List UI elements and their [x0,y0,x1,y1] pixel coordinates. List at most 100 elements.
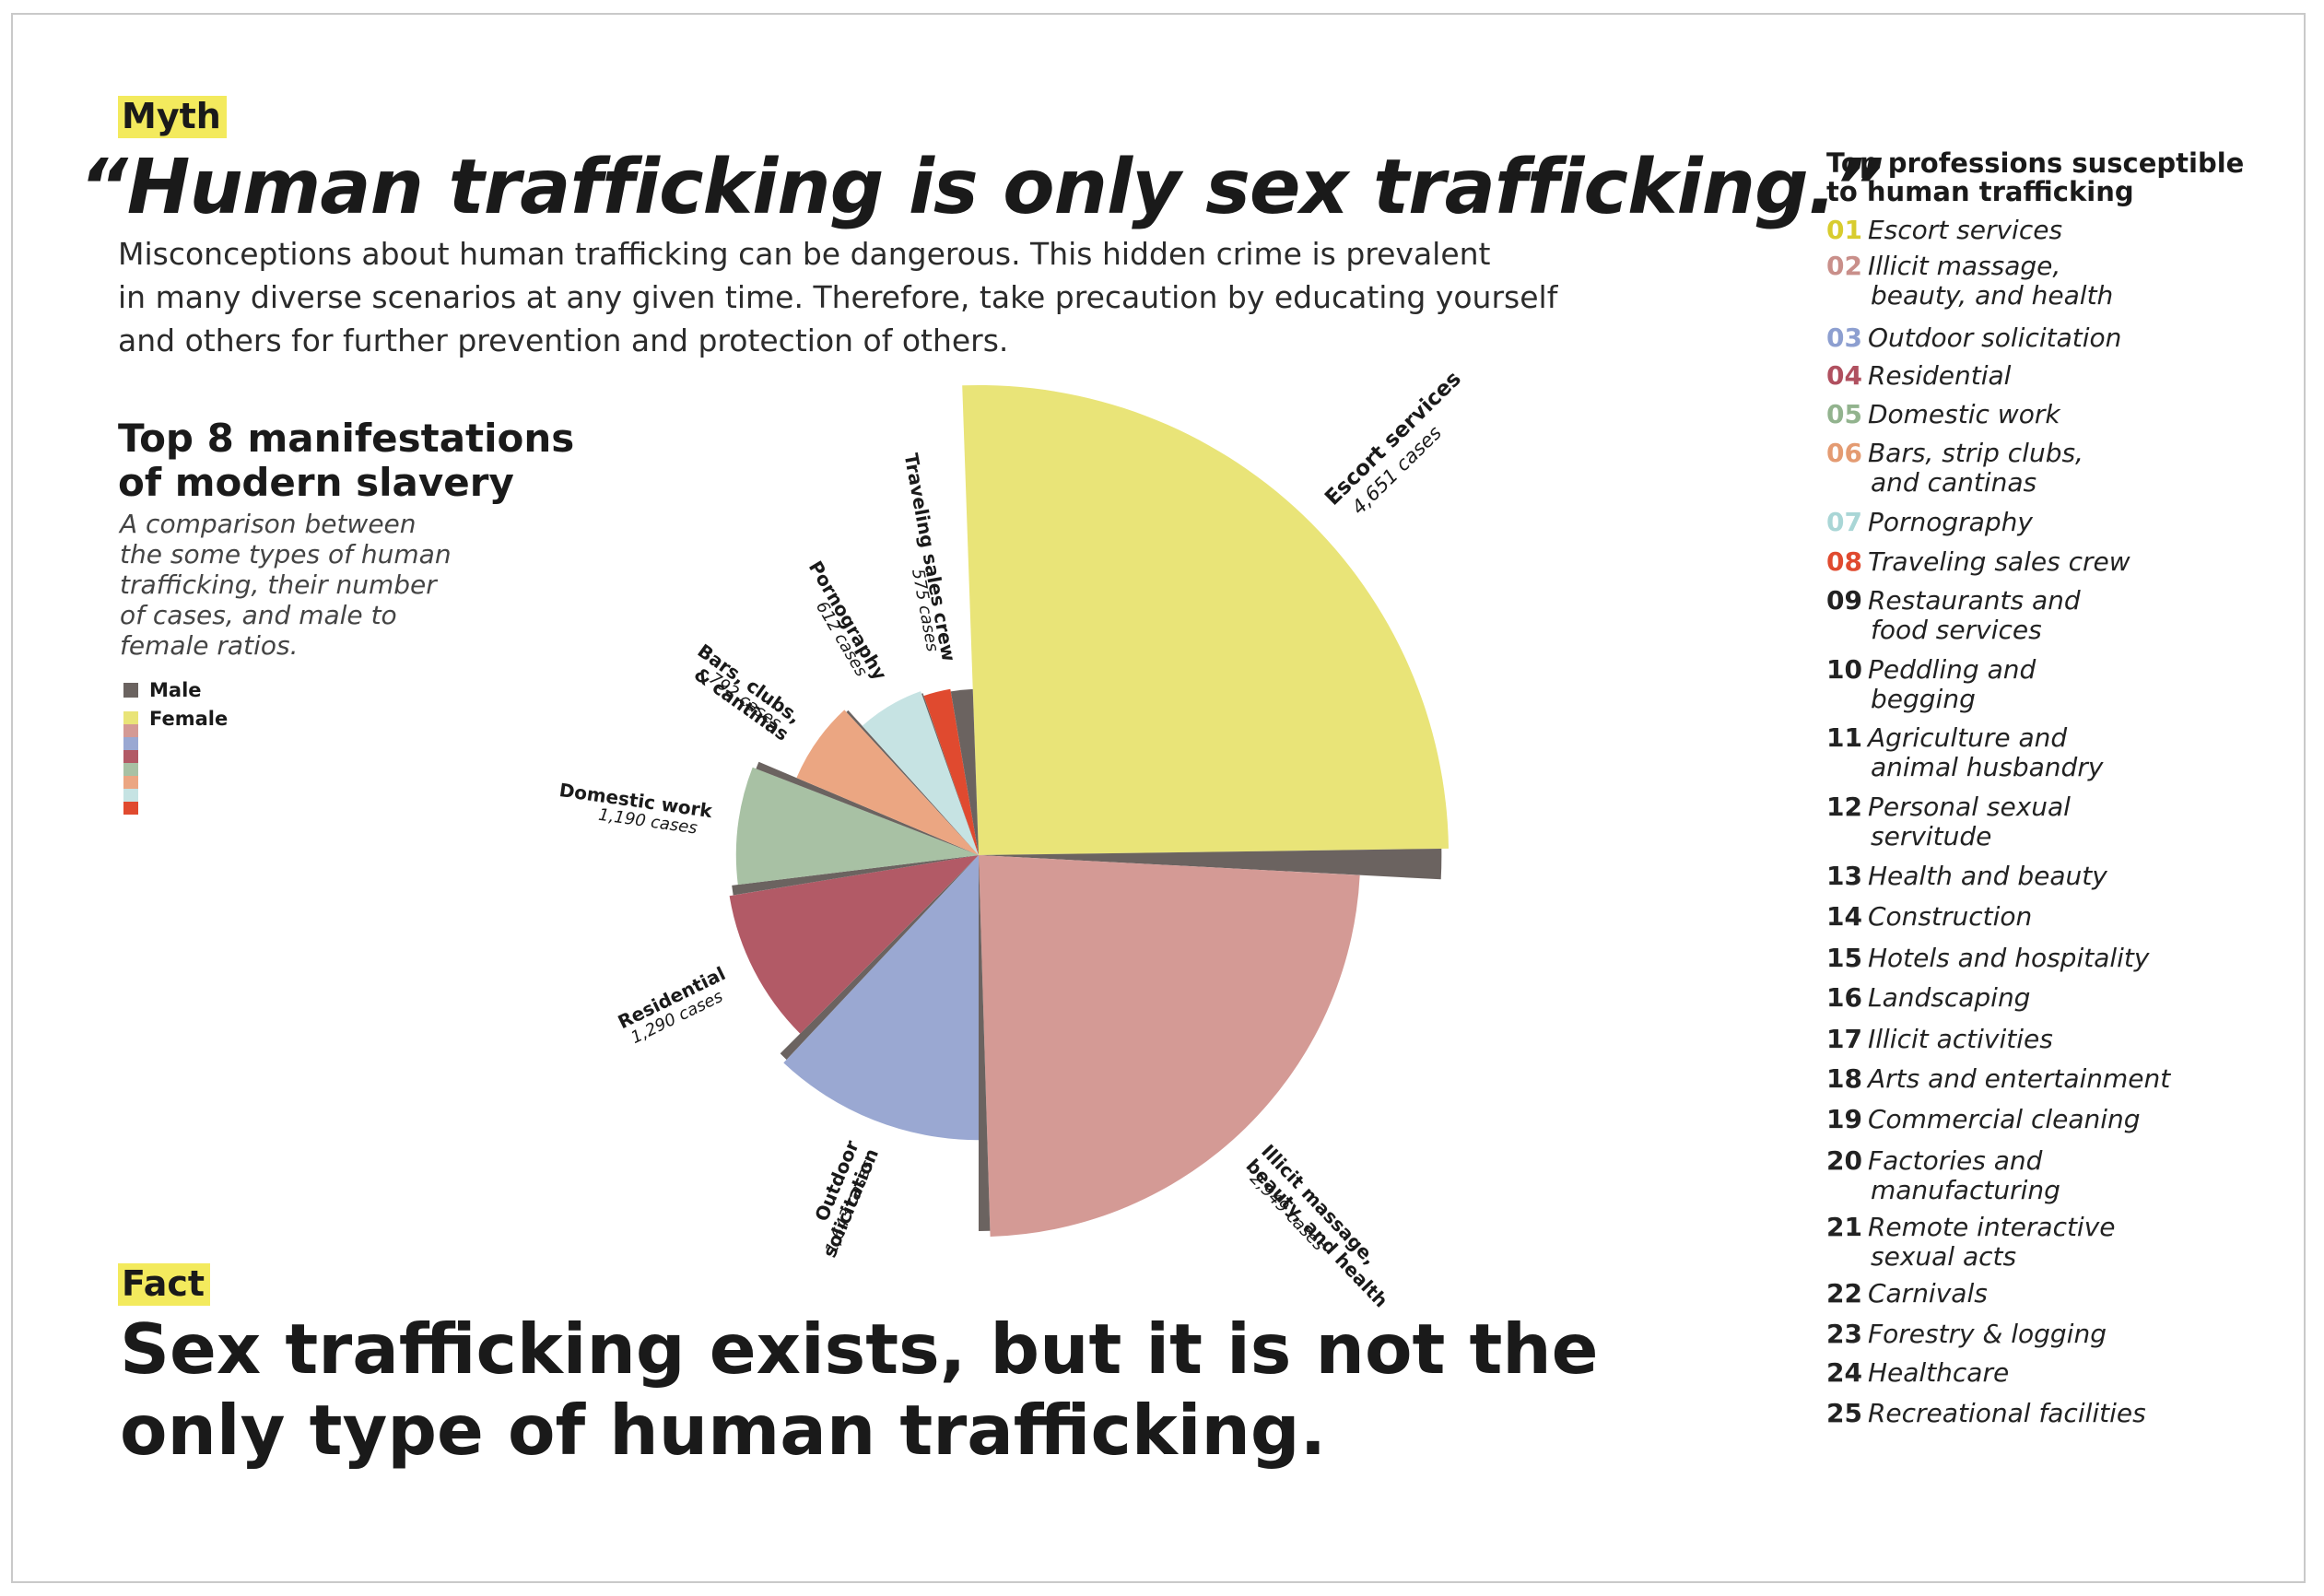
profession-label: Illicit activities [1867,1024,2053,1054]
profession-item: 20 Factories and manufacturing [1826,1146,2287,1205]
profession-item: 21 Remote interactive sexual acts [1826,1213,2287,1272]
profession-item: 07 Pornography [1826,508,2287,537]
pie-slice-male [756,761,979,855]
profession-label: Recreational facilities [1867,1398,2146,1428]
subtitle-line: the some types of human [120,539,452,569]
profession-label: Landscaping [1867,982,2031,1013]
legend-female-swatch [123,711,138,726]
pie-slice [923,688,979,855]
profession-number: 11 [1826,722,1862,753]
subtitle-line: of cases, and male to [120,600,397,630]
profession-number: 05 [1826,399,1862,429]
fact-line: Sex trafficking exists, but it is not th… [120,1308,1599,1390]
intro-text: Misconceptions about human trafficking c… [118,232,1574,362]
profession-label: Outdoor solicitation [1867,323,2122,353]
profession-label: Peddling and [1867,654,2036,685]
legend-category-swatch [123,737,138,750]
profession-label: beauty, and health [1871,280,2114,311]
profession-label: and cantinas [1871,467,2037,498]
profession-item: 12 Personal sexual servitude [1826,792,2287,851]
profession-label: Restaurants and [1867,585,2081,616]
chart-title: Top 8 manifestations of modern slavery [118,417,574,505]
pie-slice [979,855,1360,1237]
profession-item: 01 Escort services [1826,216,2287,245]
fact-line: only type of human trafficking. [120,1390,1327,1471]
profession-item: 17 Illicit activities [1826,1025,2287,1054]
professions-title: Top professions susceptible to human tra… [1826,149,2244,206]
profession-label: Healthcare [1867,1357,2010,1388]
subtitle-line: trafficking, their number [120,569,437,600]
profession-number: 17 [1826,1024,1862,1054]
profession-label: Agriculture and [1867,722,2068,753]
legend-category-swatch [123,789,138,802]
profession-number: 07 [1826,507,1862,537]
profession-item: 18 Arts and entertainment [1826,1064,2287,1094]
profession-label: Forestry & logging [1867,1319,2107,1349]
fact-label: Fact [118,1262,211,1306]
profession-number: 16 [1826,982,1862,1013]
subtitle-line: A comparison between [120,509,417,539]
legend-category-swatch [123,763,138,776]
profession-item: 04 Residential [1826,361,2287,391]
profession-number: 12 [1826,792,1862,822]
profession-label: Arts and entertainment [1867,1063,2171,1094]
profession-label: animal husbandry [1871,752,2104,782]
professions-title-line: to human trafficking [1826,176,2134,207]
intro-line: Misconceptions about human trafficking c… [118,236,1491,272]
profession-number: 02 [1826,251,1862,281]
profession-label: Carnivals [1867,1278,1988,1308]
page-frame [11,13,2306,1583]
profession-label: Factories and [1867,1145,2043,1176]
legend-male-label: Male [149,679,202,701]
profession-label: Illicit massage, [1867,251,2061,281]
pie-slice-male [780,855,979,1060]
legend-male-swatch [123,683,138,698]
intro-line: in many diverse scenarios at any given t… [118,279,1558,315]
legend-female-label: Female [149,708,229,730]
profession-label: Domestic work [1867,399,2060,429]
profession-item: 10 Peddling and begging [1826,655,2287,714]
profession-label: Health and beauty [1867,861,2107,891]
profession-label: manufacturing [1871,1175,2060,1205]
subtitle-line: female ratios. [120,630,299,661]
profession-number: 21 [1826,1212,1862,1242]
profession-label: servitude [1871,821,1992,851]
pie-slice [796,710,979,855]
profession-item: 15 Hotels and hospitality [1826,944,2287,973]
pie-slice [962,384,1449,855]
profession-number: 20 [1826,1145,1862,1176]
profession-label: Residential [1867,360,2012,391]
pie-slice [729,855,979,1034]
profession-item: 02 Illicit massage, beauty, and health [1826,252,2287,311]
profession-label: begging [1871,684,1976,714]
profession-number: 01 [1826,215,1862,245]
profession-item: 11 Agriculture and animal husbandry [1826,723,2287,782]
legend-category-swatch [123,724,138,737]
chart-subtitle: A comparison between the some types of h… [120,509,452,661]
profession-label: Traveling sales crew [1867,546,2130,577]
chart-title-line: Top 8 manifestations [118,416,575,461]
profession-number: 22 [1826,1278,1862,1308]
profession-number: 06 [1826,438,1862,468]
fact-statement: Sex trafficking exists, but it is not th… [120,1308,1599,1471]
profession-number: 18 [1826,1063,1862,1094]
slice-category-label: Illicit massage,beauty, and health [1241,1140,1407,1311]
profession-label: Bars, strip clubs, [1867,438,2083,468]
legend-female: Female [123,708,228,730]
profession-label: Hotels and hospitality [1867,943,2150,973]
profession-item: 19 Commercial cleaning [1826,1105,2287,1134]
profession-number: 14 [1826,901,1862,932]
profession-item: 09 Restaurants and food services [1826,586,2287,645]
profession-item: 22 Carnivals [1826,1279,2287,1308]
legend-category-swatch [123,802,138,815]
profession-item: 05 Domestic work [1826,400,2287,429]
profession-item: 25 Recreational facilities [1826,1399,2287,1428]
profession-label: Pornography [1867,507,2033,537]
profession-item: 14 Construction [1826,902,2287,932]
profession-number: 09 [1826,585,1862,616]
profession-item: 23 Forestry & logging [1826,1320,2287,1349]
pie-slice [862,691,979,855]
pie-slice-male [979,855,991,1231]
profession-number: 10 [1826,654,1862,685]
